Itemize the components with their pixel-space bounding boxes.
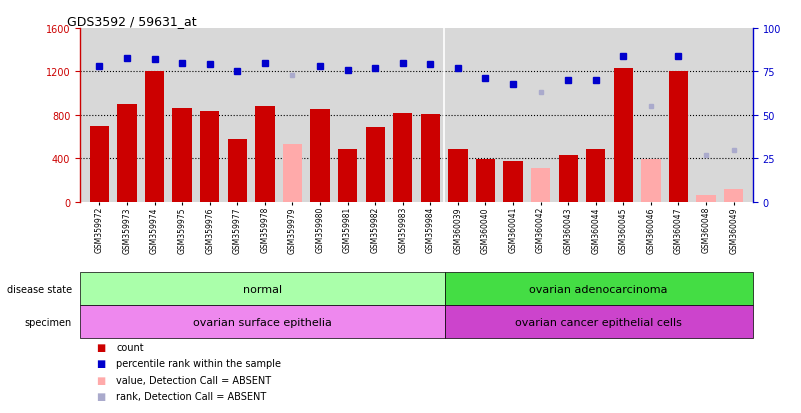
Bar xyxy=(669,72,688,202)
Bar xyxy=(503,161,523,202)
Bar xyxy=(172,109,191,202)
Bar xyxy=(696,196,716,202)
Text: ■: ■ xyxy=(96,375,106,385)
Bar xyxy=(145,72,164,202)
Bar xyxy=(476,160,495,202)
Text: ■: ■ xyxy=(96,342,106,352)
Text: ■: ■ xyxy=(96,392,106,401)
Bar xyxy=(393,114,413,202)
Text: GDS3592 / 59631_at: GDS3592 / 59631_at xyxy=(66,15,196,28)
Bar xyxy=(80,306,445,339)
Text: count: count xyxy=(116,342,143,352)
Text: specimen: specimen xyxy=(25,317,72,327)
Bar xyxy=(80,273,445,306)
Bar xyxy=(449,149,468,202)
Text: ovarian cancer epithelial cells: ovarian cancer epithelial cells xyxy=(515,317,682,327)
Bar xyxy=(586,149,606,202)
Bar xyxy=(338,149,357,202)
Bar xyxy=(256,107,275,202)
Bar xyxy=(117,105,137,202)
Bar xyxy=(90,126,109,202)
Text: normal: normal xyxy=(243,284,282,294)
Bar xyxy=(445,306,753,339)
Bar xyxy=(445,273,753,306)
Bar xyxy=(200,111,219,202)
Bar xyxy=(642,160,661,202)
Bar xyxy=(227,140,247,202)
Bar xyxy=(724,189,743,202)
Bar xyxy=(421,114,440,202)
Bar xyxy=(310,110,330,202)
Text: percentile rank within the sample: percentile rank within the sample xyxy=(116,358,281,368)
Text: value, Detection Call = ABSENT: value, Detection Call = ABSENT xyxy=(116,375,272,385)
Text: ovarian surface epithelia: ovarian surface epithelia xyxy=(193,317,332,327)
Text: disease state: disease state xyxy=(7,284,72,294)
Bar xyxy=(558,156,578,202)
Bar xyxy=(531,169,550,202)
Bar xyxy=(365,128,384,202)
Text: ovarian adenocarcinoma: ovarian adenocarcinoma xyxy=(529,284,668,294)
Text: rank, Detection Call = ABSENT: rank, Detection Call = ABSENT xyxy=(116,392,267,401)
Text: ■: ■ xyxy=(96,358,106,368)
Bar xyxy=(283,145,302,202)
Bar xyxy=(614,69,633,202)
